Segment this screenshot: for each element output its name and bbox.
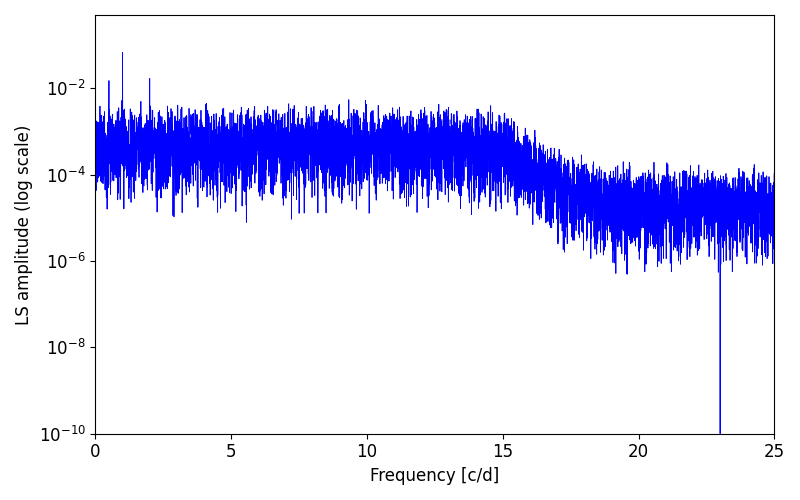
Y-axis label: LS amplitude (log scale): LS amplitude (log scale) (15, 124, 33, 324)
X-axis label: Frequency [c/d]: Frequency [c/d] (370, 467, 499, 485)
